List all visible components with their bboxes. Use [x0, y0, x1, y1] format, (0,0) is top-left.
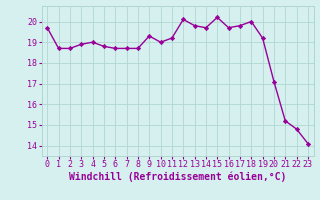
X-axis label: Windchill (Refroidissement éolien,°C): Windchill (Refroidissement éolien,°C) [69, 172, 286, 182]
